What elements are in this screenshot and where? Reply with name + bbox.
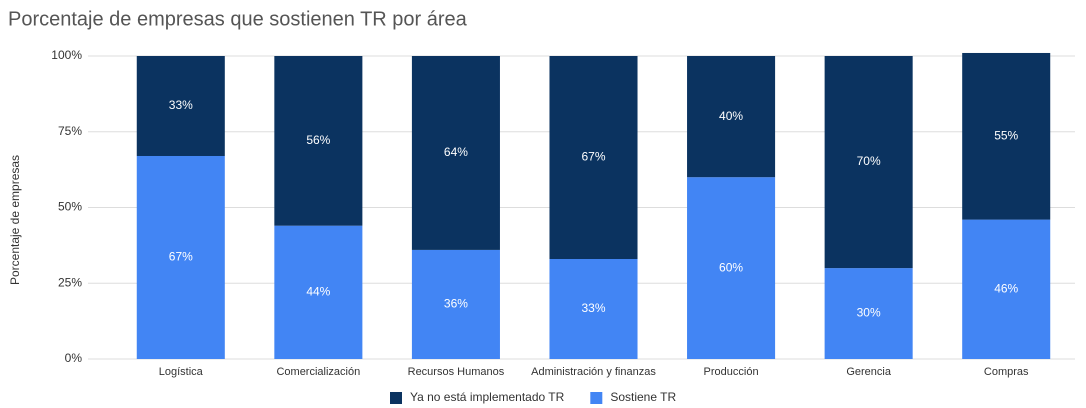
y-axis-label: Porcentaje de empresas [8,155,22,285]
legend-swatch [390,392,402,404]
bar-segment [824,56,913,269]
y-tick-label: 50% [58,200,82,214]
bar-segment [962,219,1051,359]
data-label: 44% [306,285,330,299]
y-tick-label: 25% [58,275,82,289]
legend-label: Sostiene TR [610,390,676,404]
x-tick-label: Administración y finanzas [531,366,656,378]
x-tick-label: Producción [704,366,759,378]
bar-segment [549,56,638,260]
bar-segment [962,52,1051,220]
bar-segment [687,177,776,359]
bar-segment [411,249,500,359]
x-tick-label: Recursos Humanos [408,366,505,378]
legend-swatch [590,392,603,404]
legend-label: Ya no está implementado TR [410,390,565,404]
data-label: 70% [857,154,881,168]
x-tick-label: Gerencia [846,366,892,378]
data-label: 36% [444,297,468,311]
data-label: 55% [994,128,1018,142]
bar-segment [411,56,500,250]
bar-segment [274,225,363,359]
bar-segment [136,155,225,359]
bar-segment [274,56,363,226]
bar-segment [824,268,913,359]
data-label: 67% [169,250,193,264]
x-tick-label: Logística [159,366,204,378]
data-label: 33% [169,98,193,112]
bar-segment [549,259,638,359]
data-label: 60% [719,260,743,274]
chart-title: Porcentaje de empresas que sostienen TR … [8,8,468,30]
x-tick-label: Compras [984,366,1029,378]
bar-segment [687,56,776,178]
data-label: 30% [857,306,881,320]
data-label: 46% [994,281,1018,295]
data-label: 33% [581,301,605,315]
y-tick-label: 100% [51,48,82,62]
y-tick-label: 0% [65,351,83,365]
data-label: 64% [444,145,468,159]
data-label: 67% [581,150,605,164]
bar-segment [136,56,225,156]
x-tick-label: Comercialización [276,366,360,378]
data-label: 40% [719,109,743,123]
data-label: 56% [306,133,330,147]
y-tick-label: 75% [58,124,82,138]
